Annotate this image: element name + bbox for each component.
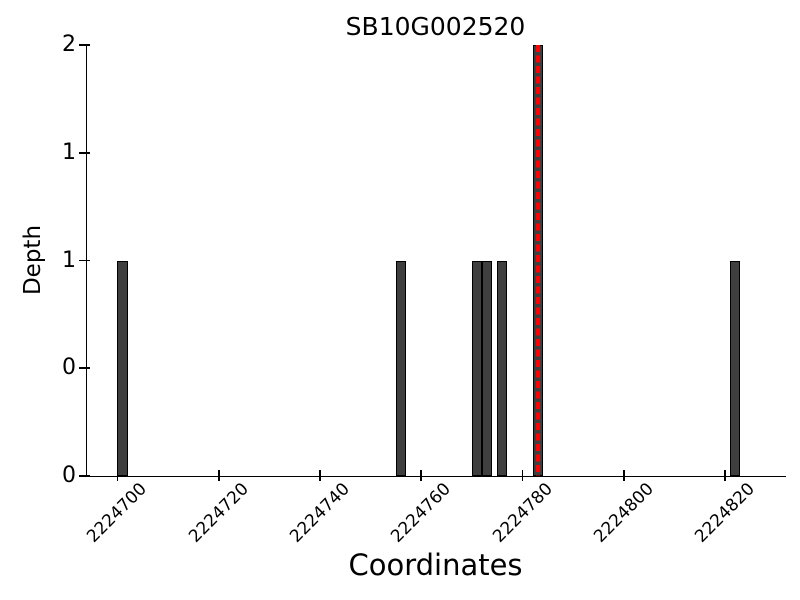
- y-tick-label: 2: [62, 32, 76, 57]
- y-tick-label: 1: [62, 139, 76, 165]
- highlight-dashed-line: [536, 45, 540, 476]
- y-tick-label: 0: [62, 355, 76, 381]
- depth-bar: [730, 260, 741, 476]
- x-tick-mark: [420, 469, 423, 481]
- x-tick-mark: [319, 469, 321, 481]
- y-tick-mark: [79, 44, 90, 46]
- plot-area: 2224700 2224720 2224740 2224760 2224780 22248…: [62, 34, 786, 547]
- chart-title: SB10G002520: [345, 12, 526, 41]
- x-tick-mark: [623, 469, 625, 481]
- x-tick-label: 2224760: [387, 479, 456, 547]
- x-tick-label: 2224720: [184, 479, 253, 547]
- y-tick-label: 1: [62, 247, 76, 273]
- x-tick-mark: [217, 469, 220, 481]
- x-tick-label: 2224820: [691, 479, 760, 547]
- x-tick-label: 2224780: [488, 479, 557, 547]
- y-axis-label: Depth: [20, 224, 46, 296]
- x-tick-mark: [116, 469, 119, 481]
- x-tick-label: 2224800: [590, 479, 658, 547]
- y-tick-mark: [79, 259, 90, 262]
- x-tick-mark: [521, 469, 524, 481]
- depth-bar: [395, 260, 407, 476]
- depth-bar: [117, 260, 128, 476]
- y-tick-mark: [79, 367, 90, 370]
- x-tick-label: 2224740: [286, 479, 354, 547]
- depth-bar: [497, 260, 508, 476]
- depth-bar: [482, 260, 493, 476]
- x-tick-mark: [724, 469, 727, 481]
- y-tick-mark: [79, 475, 90, 477]
- depth-bar: [471, 260, 483, 476]
- y-tick-mark: [79, 151, 90, 154]
- y-tick-label: 0: [62, 463, 76, 488]
- x-tick-label: 2224700: [83, 479, 152, 547]
- x-axis-label: Coordinates: [348, 548, 523, 582]
